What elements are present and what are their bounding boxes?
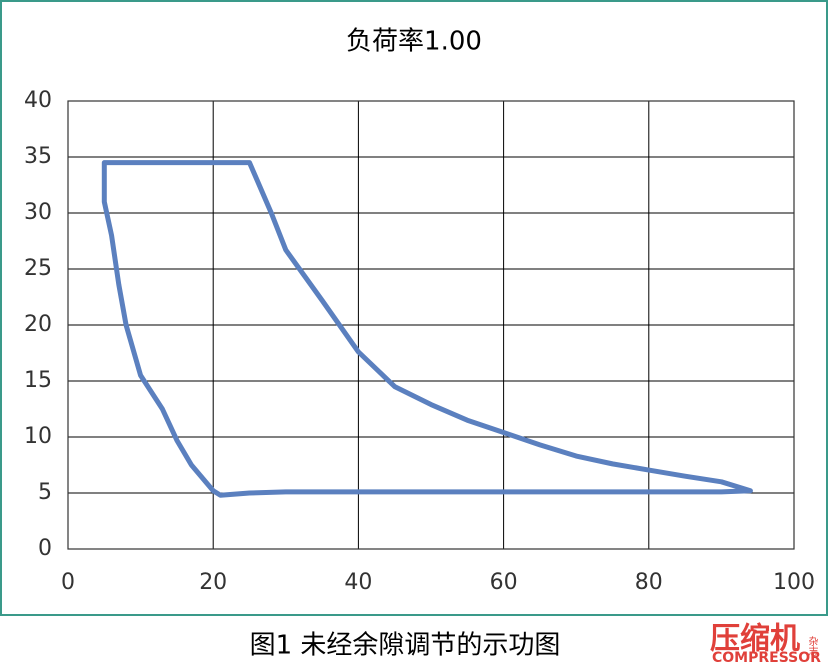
y-tick-label: 35 [24,144,52,169]
y-tick-label: 20 [24,312,52,337]
watermark-name: 压缩机 [710,622,800,657]
x-tick-label: 80 [635,570,663,595]
x-tick-label: 100 [773,570,815,595]
watermark-sub: 杂志 [806,636,818,656]
x-tick-label: 40 [344,570,372,595]
y-tick-label: 0 [38,536,52,561]
caption: 图1 未经余隙调节的示功图 [250,631,561,661]
chart-frame [0,0,828,616]
data-line [101,160,753,498]
watermark-english: COMPRESSOR [712,650,821,665]
y-tick-label: 40 [24,88,52,113]
y-tick-label: 5 [38,480,52,505]
y-tick-label: 10 [24,424,52,449]
x-tick-label: 0 [61,570,75,595]
y-tick-label: 15 [24,368,52,393]
chart-title: 负荷率1.00 [346,27,482,57]
x-tick-label: 60 [490,570,518,595]
plot-border [67,100,795,550]
y-tick-label: 25 [24,256,52,281]
y-tick-label: 30 [24,200,52,225]
x-tick-label: 20 [199,570,227,595]
